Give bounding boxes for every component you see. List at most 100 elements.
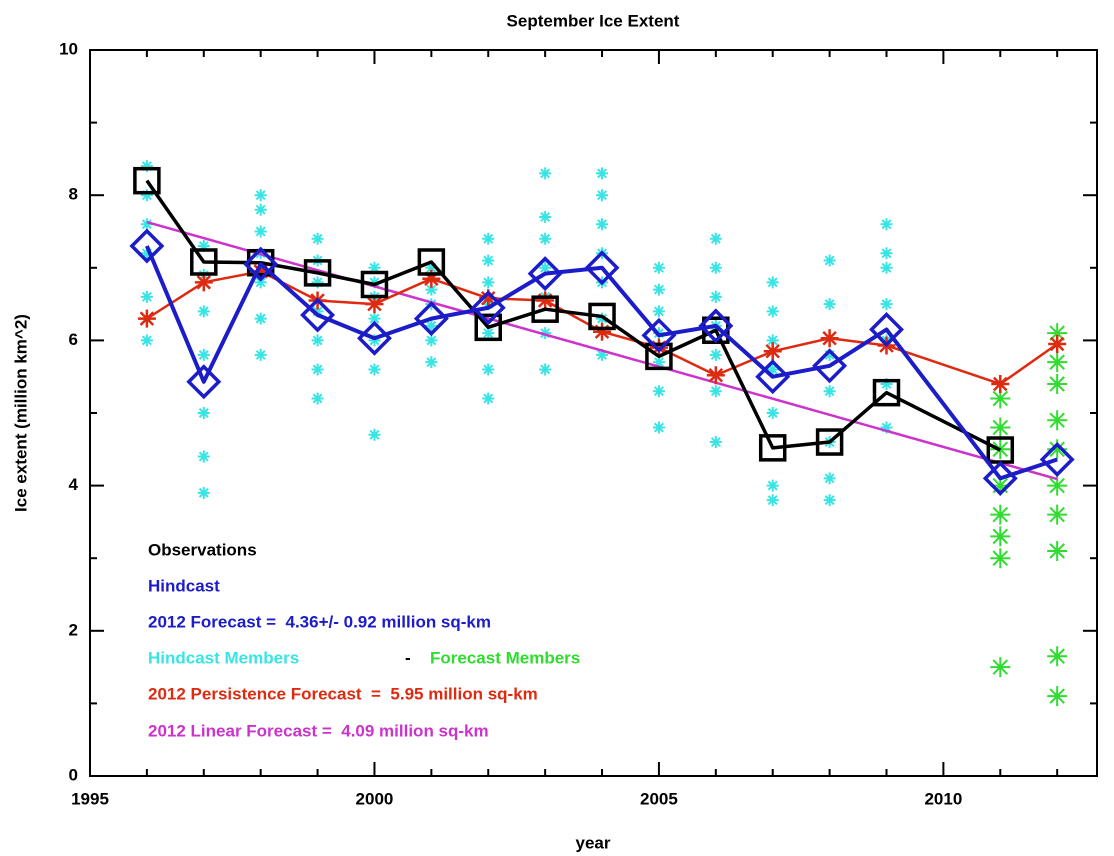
legend-entry: 2012 Linear Forecast = 4.09 million sq-k… [148, 721, 489, 740]
diamond-marker [869, 312, 904, 347]
asterisk-marker [197, 450, 210, 463]
asterisk-marker [1047, 373, 1068, 394]
square-marker [417, 248, 446, 276]
diamond-marker [641, 317, 677, 353]
asterisk-marker [479, 289, 498, 308]
asterisk-marker [1047, 410, 1068, 431]
asterisk-marker [1047, 540, 1068, 561]
asterisk-marker [197, 240, 210, 253]
diamond-marker [186, 364, 222, 400]
asterisk-marker [254, 189, 267, 202]
y-tick-label: 10 [59, 39, 78, 58]
diamond-marker [356, 320, 392, 356]
y-axis-label: Ice extent (million km^2) [11, 314, 30, 512]
asterisk-marker [197, 407, 210, 419]
asterisk-marker [652, 305, 665, 318]
asterisk-marker [1048, 335, 1067, 354]
asterisk-marker [140, 247, 153, 260]
asterisk-marker [596, 189, 609, 202]
asterisk-marker [1047, 475, 1068, 496]
chart-title: September Ice Extent [507, 11, 680, 30]
asterisk-marker [823, 494, 836, 507]
asterisk-marker [990, 548, 1011, 569]
asterisk-marker [1047, 646, 1068, 667]
asterisk-marker [652, 421, 665, 434]
square-marker [815, 428, 844, 456]
diamond-marker [698, 308, 734, 344]
asterisk-marker [596, 312, 609, 325]
square-marker [758, 434, 787, 462]
diamond-marker [812, 348, 848, 384]
asterisk-marker [880, 261, 893, 274]
asterisk-marker [254, 225, 267, 238]
asterisk-marker [820, 329, 839, 348]
square-marker [872, 378, 901, 407]
asterisk-marker [425, 356, 438, 369]
asterisk-marker [140, 218, 153, 231]
asterisk-marker [539, 327, 552, 340]
asterisk-marker [766, 407, 779, 419]
diamond-marker [755, 359, 791, 395]
asterisk-marker [766, 494, 779, 507]
diamond-marker [243, 246, 279, 282]
asterisk-marker [766, 479, 779, 492]
asterisk-marker [991, 374, 1010, 393]
asterisk-marker [539, 261, 552, 274]
diamond-marker [470, 290, 506, 326]
asterisk-marker [880, 421, 893, 434]
asterisk-marker [539, 232, 552, 245]
square-marker [190, 248, 218, 276]
asterisk-marker [539, 210, 552, 223]
asterisk-marker [425, 261, 438, 274]
asterisk-marker [652, 283, 665, 296]
asterisk-marker [709, 348, 722, 361]
asterisk-marker [365, 295, 384, 314]
legend-entry: Hindcast [148, 576, 220, 595]
x-tick-label: 2010 [924, 789, 962, 808]
asterisk-marker [880, 377, 893, 390]
asterisk-marker [137, 309, 156, 328]
asterisk-marker [311, 276, 324, 289]
y-tick-label: 6 [69, 330, 78, 349]
asterisk-marker [140, 189, 153, 202]
asterisk-marker [425, 283, 438, 296]
asterisk-marker [596, 167, 609, 180]
asterisk-marker [311, 305, 324, 318]
series-line [145, 179, 1002, 452]
asterisk-marker [990, 526, 1011, 547]
square-marker [360, 270, 389, 299]
asterisk-marker [823, 298, 836, 311]
asterisk-marker [1047, 352, 1068, 373]
asterisk-marker [368, 363, 381, 376]
legend-separator: - [405, 648, 411, 667]
asterisk-marker [140, 290, 153, 303]
asterisk-marker [482, 392, 495, 405]
asterisk-marker [422, 269, 441, 288]
asterisk-marker [536, 291, 555, 310]
legend-entry: 2012 Persistence Forecast = 5.95 million… [148, 684, 538, 703]
diamond-marker [584, 250, 620, 286]
asterisk-marker [649, 338, 668, 357]
asterisk-marker [823, 254, 836, 267]
y-tick-label: 8 [69, 185, 78, 204]
asterisk-marker [311, 334, 324, 347]
asterisk-marker [254, 276, 267, 289]
series-line [146, 220, 1058, 481]
asterisk-marker [823, 385, 836, 398]
y-tick-label: 4 [69, 475, 79, 494]
x-tick-label: 2000 [356, 789, 394, 808]
asterisk-marker [1047, 439, 1068, 460]
asterisk-marker [425, 319, 438, 332]
asterisk-marker [652, 356, 665, 369]
legend-entry: Forecast Members [430, 648, 580, 667]
asterisk-marker [990, 504, 1011, 525]
diamond-marker [413, 301, 449, 337]
asterisk-marker [652, 261, 665, 274]
asterisk-marker [482, 327, 495, 340]
asterisk-marker [368, 428, 381, 441]
asterisk-marker [197, 305, 210, 318]
asterisk-marker [140, 160, 153, 173]
asterisk-marker [880, 218, 893, 231]
